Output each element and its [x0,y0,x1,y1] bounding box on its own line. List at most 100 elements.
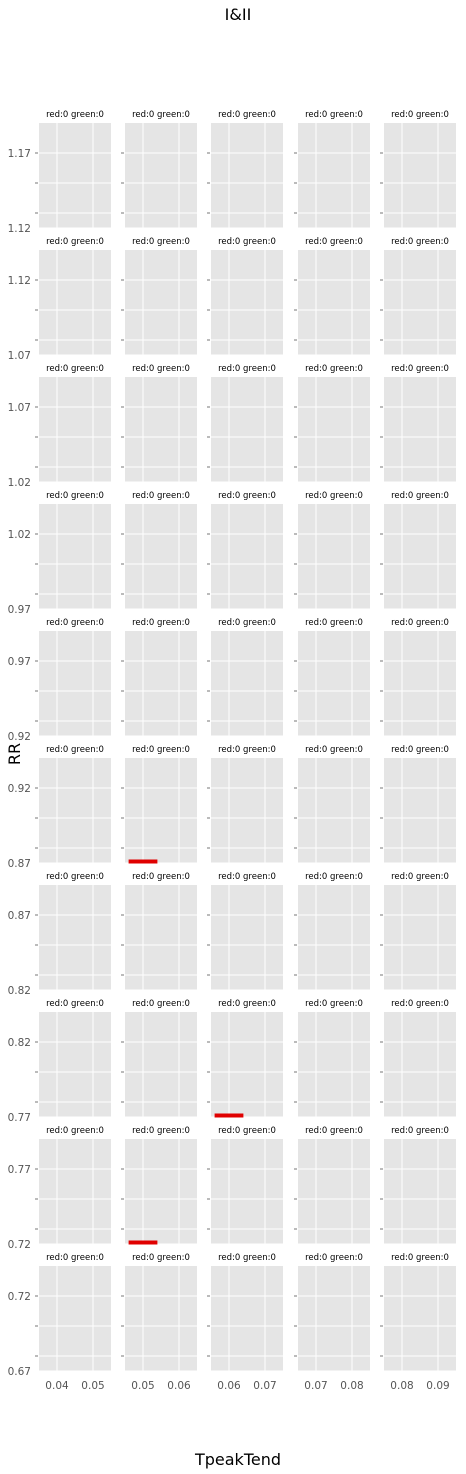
panel-background [125,250,197,355]
panel-background [384,1139,456,1244]
panel-background [125,885,197,990]
facet-panel: red:0 green:0 0.05 0.06 [121,1253,197,1392]
facet-panel: red:0 green:0 [380,872,456,991]
facet-panel: red:0 green:0 0.06 0.07 [207,1253,283,1392]
panel-background [298,758,370,863]
panel-background [384,885,456,990]
panel-background [211,1012,283,1117]
panel-subtitle: red:0 green:0 [391,491,449,501]
y-tick-label: 0.72 [8,1239,31,1251]
facet-panel: red:0 green:0 0.77 0.72 [8,1126,111,1251]
facet-panel: red:0 green:0 [380,618,456,737]
y-tick-label: 0.77 [8,1112,31,1124]
facet-panel: red:0 green:0 [207,110,283,229]
x-tick-label: 0.07 [253,1380,276,1392]
x-tick-label: 0.05 [81,1380,104,1392]
facet-panel: red:0 green:0 1.17 1.12 [8,110,111,235]
panel-subtitle: red:0 green:0 [218,237,276,247]
panel-background [39,631,111,736]
y-tick-label: 0.97 [8,656,31,668]
y-tick-label: 0.82 [8,1037,31,1049]
panel-background [298,631,370,736]
panel-background [298,377,370,482]
panel-subtitle: red:0 green:0 [132,237,190,247]
facet-panel: red:0 green:0 [121,618,197,737]
panel-subtitle: red:0 green:0 [391,364,449,374]
facet-panel: red:0 green:0 0.07 0.08 [294,1253,370,1392]
panel-background [211,504,283,609]
panel-background [125,1139,197,1244]
panel-subtitle: red:0 green:0 [391,618,449,628]
x-tick-label: 0.05 [131,1380,154,1392]
panel-subtitle: red:0 green:0 [46,364,104,374]
panel-subtitle: red:0 green:0 [391,745,449,755]
panel-subtitle: red:0 green:0 [46,110,104,120]
panel-background [298,123,370,228]
panel-subtitle: red:0 green:0 [305,491,363,501]
panel-subtitle: red:0 green:0 [391,237,449,247]
panel-background [384,758,456,863]
y-tick-label: 0.87 [8,910,31,922]
facet-panel: red:0 green:0 [380,745,456,864]
panel-subtitle: red:0 green:0 [132,110,190,120]
facet-panel: red:0 green:0 [207,237,283,356]
facet-panel: red:0 green:0 0.97 0.92 [8,618,111,743]
panel-subtitle: red:0 green:0 [132,491,190,501]
panel-background [384,631,456,736]
panel-background [125,504,197,609]
facet-panel: red:0 green:0 [294,745,370,864]
facet-panel: red:0 green:0 1.02 0.97 [8,491,111,616]
facet-panel: red:0 green:0 0.92 0.87 [8,745,111,870]
y-tick-label: 1.02 [8,477,31,489]
panel-subtitle: red:0 green:0 [391,110,449,120]
facet-panel: red:0 green:0 [121,745,197,864]
facet-panel: red:0 green:0 [380,1126,456,1245]
facet-panel: red:0 green:0 [380,491,456,610]
panel-subtitle: red:0 green:0 [46,872,104,882]
y-tick-label: 1.07 [8,350,31,362]
panel-subtitle: red:0 green:0 [391,872,449,882]
facet-panel: red:0 green:0 [207,1126,283,1245]
panel-background [125,1012,197,1117]
panel-background [211,631,283,736]
panel-background [298,1012,370,1117]
panel-background [211,1139,283,1244]
panel-background [211,885,283,990]
panel-subtitle: red:0 green:0 [46,237,104,247]
panel-subtitle: red:0 green:0 [391,999,449,1009]
y-tick-label: 1.07 [8,402,31,414]
panel-background [384,123,456,228]
y-tick-label: 0.72 [8,1291,31,1303]
panel-background [125,758,197,863]
panel-background [125,123,197,228]
y-tick-label: 1.12 [8,275,31,287]
panel-subtitle: red:0 green:0 [305,999,363,1009]
x-tick-label: 0.06 [167,1380,191,1392]
panel-subtitle: red:0 green:0 [218,364,276,374]
x-tick-label: 0.09 [426,1380,449,1392]
facet-panel: red:0 green:0 [121,872,197,991]
panel-background [39,1266,111,1371]
facet-panel: red:0 green:0 [121,110,197,229]
chart-title: I&II [225,5,252,24]
panel-subtitle: red:0 green:0 [305,1253,363,1263]
y-tick-label: 0.92 [8,783,31,795]
y-tick-label: 1.12 [8,223,31,235]
x-tick-label: 0.04 [45,1380,69,1392]
panel-subtitle: red:0 green:0 [132,1126,190,1136]
facet-panel: red:0 green:0 0.82 0.77 [8,999,111,1124]
x-tick-label: 0.06 [217,1380,241,1392]
panel-subtitle: red:0 green:0 [46,618,104,628]
panel-subtitle: red:0 green:0 [218,999,276,1009]
panel-subtitle: red:0 green:0 [218,1126,276,1136]
panel-background [39,123,111,228]
panel-subtitle: red:0 green:0 [46,1126,104,1136]
panel-subtitle: red:0 green:0 [46,745,104,755]
facet-panel: red:0 green:0 [294,110,370,229]
facet-panel: red:0 green:0 [121,491,197,610]
panel-background [211,123,283,228]
y-tick-label: 0.92 [8,731,31,743]
facet-panel: red:0 green:0 [207,364,283,483]
facet-panel: red:0 green:0 [294,364,370,483]
